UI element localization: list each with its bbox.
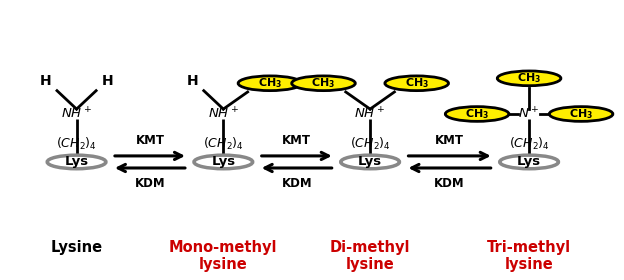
Text: $(CH_2)_4$: $(CH_2)_4$ bbox=[56, 136, 97, 152]
Text: $\mathregular{CH_3}$: $\mathregular{CH_3}$ bbox=[404, 76, 429, 90]
Text: Lys: Lys bbox=[517, 155, 541, 169]
Text: H: H bbox=[187, 74, 198, 88]
Text: $\mathregular{CH_3}$: $\mathregular{CH_3}$ bbox=[465, 107, 489, 121]
Text: $\mathregular{CH_3}$: $\mathregular{CH_3}$ bbox=[517, 71, 541, 85]
Text: lysine: lysine bbox=[346, 257, 394, 272]
Text: KMT: KMT bbox=[282, 134, 311, 147]
Text: $\mathregular{CH_3}$: $\mathregular{CH_3}$ bbox=[569, 107, 593, 121]
Text: KMT: KMT bbox=[135, 134, 165, 147]
Text: Lys: Lys bbox=[358, 155, 382, 169]
Text: KMT: KMT bbox=[435, 134, 464, 147]
Text: Lysine: Lysine bbox=[51, 239, 102, 255]
Ellipse shape bbox=[194, 155, 253, 169]
Ellipse shape bbox=[497, 71, 561, 86]
Ellipse shape bbox=[446, 107, 509, 121]
Ellipse shape bbox=[238, 76, 302, 91]
Text: $(CH_2)_4$: $(CH_2)_4$ bbox=[349, 136, 391, 152]
Text: KDM: KDM bbox=[135, 177, 165, 190]
Text: Tri-methyl: Tri-methyl bbox=[487, 239, 571, 255]
Text: lysine: lysine bbox=[505, 257, 553, 272]
Text: Di-methyl: Di-methyl bbox=[330, 239, 411, 255]
Text: lysine: lysine bbox=[199, 257, 248, 272]
Ellipse shape bbox=[500, 155, 558, 169]
Ellipse shape bbox=[47, 155, 106, 169]
Text: H: H bbox=[101, 74, 113, 88]
Text: $N^+$: $N^+$ bbox=[519, 106, 540, 122]
Text: $NH^+$: $NH^+$ bbox=[208, 106, 239, 122]
Ellipse shape bbox=[291, 76, 355, 91]
Text: $(CH_2)_4$: $(CH_2)_4$ bbox=[509, 136, 550, 152]
Ellipse shape bbox=[385, 76, 449, 91]
Text: $\mathregular{CH_3}$: $\mathregular{CH_3}$ bbox=[311, 76, 336, 90]
Text: Mono-methyl: Mono-methyl bbox=[169, 239, 278, 255]
Text: Lys: Lys bbox=[212, 155, 235, 169]
Text: $NH^+$: $NH^+$ bbox=[354, 106, 386, 122]
Text: Lys: Lys bbox=[64, 155, 89, 169]
Text: H: H bbox=[40, 74, 52, 88]
Text: $\mathregular{CH_3}$: $\mathregular{CH_3}$ bbox=[258, 76, 282, 90]
Text: KDM: KDM bbox=[434, 177, 465, 190]
Text: $(CH_2)_4$: $(CH_2)_4$ bbox=[203, 136, 244, 152]
Text: $NH^+$: $NH^+$ bbox=[61, 106, 92, 122]
Text: KDM: KDM bbox=[281, 177, 312, 190]
Ellipse shape bbox=[549, 107, 613, 121]
Ellipse shape bbox=[341, 155, 399, 169]
